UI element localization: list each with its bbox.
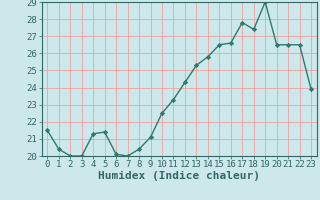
X-axis label: Humidex (Indice chaleur): Humidex (Indice chaleur) — [98, 171, 260, 181]
